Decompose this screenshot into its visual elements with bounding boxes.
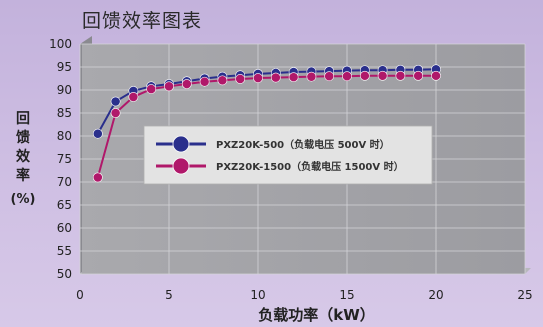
y-axis-label-char: 率 [16, 168, 30, 184]
data-point-series-2 [146, 84, 157, 94]
y-tick-label: 95 [57, 60, 72, 74]
y-axis-label-char: 效 [16, 149, 30, 165]
y-axis-label: 回 馈 效 率 (%) [10, 110, 36, 209]
y-axis-label-char: 馈 [16, 130, 30, 146]
data-point-series-2 [359, 70, 370, 81]
y-tick-label: 80 [57, 129, 72, 143]
y-tick-label: 100 [49, 37, 72, 51]
y-tick-label: 65 [57, 198, 72, 212]
x-tick-label: 15 [339, 288, 354, 302]
data-point-series-2 [413, 70, 424, 81]
legend-box [143, 125, 433, 185]
y-axis-unit: (%) [10, 192, 36, 207]
data-point-series-2 [270, 72, 281, 83]
x-tick-label: 0 [76, 288, 84, 302]
data-point-series-1 [110, 96, 121, 107]
chart-title: 回馈效率图表 [82, 10, 203, 32]
data-point-series-2 [253, 73, 263, 83]
y-tick-label: 55 [57, 244, 72, 258]
data-point-series-2 [395, 70, 406, 81]
x-tick-label: 25 [517, 288, 532, 302]
data-point-series-2 [431, 70, 441, 81]
data-point-series-2 [199, 76, 210, 87]
data-point-series-2 [110, 108, 121, 118]
y-axis-label-char: 回 [16, 111, 30, 127]
data-point-series-2 [235, 74, 246, 84]
data-point-series-1 [92, 128, 103, 139]
legend-swatch-marker [172, 135, 190, 153]
y-tick-label: 60 [57, 221, 72, 235]
x-tick-label: 20 [428, 288, 443, 302]
legend-label: PXZ20K-500（负载电压 500V 时） [216, 138, 390, 151]
legend-label: PXZ20K-1500（负载电压 1500V 时） [216, 160, 404, 173]
x-tick-label: 5 [165, 288, 173, 302]
y-tick-label: 70 [57, 175, 72, 189]
y-tick-label: 85 [57, 106, 72, 120]
data-point-series-2 [377, 70, 388, 81]
data-point-series-2 [164, 81, 174, 92]
data-point-series-2 [288, 72, 299, 83]
data-point-series-2 [306, 71, 317, 82]
data-point-series-2 [181, 79, 192, 89]
data-point-series-2 [92, 172, 103, 183]
data-point-series-2 [324, 71, 335, 82]
legend-swatch-marker [172, 157, 190, 175]
data-point-series-2 [217, 75, 228, 86]
y-tick-label: 90 [57, 83, 72, 97]
data-point-series-2 [342, 71, 352, 82]
y-tick-label: 50 [57, 267, 72, 281]
y-tick-label: 75 [57, 152, 72, 166]
x-tick-label: 10 [250, 288, 265, 302]
data-point-series-2 [128, 92, 139, 102]
x-axis-label: 负载功率（kW） [258, 306, 375, 324]
